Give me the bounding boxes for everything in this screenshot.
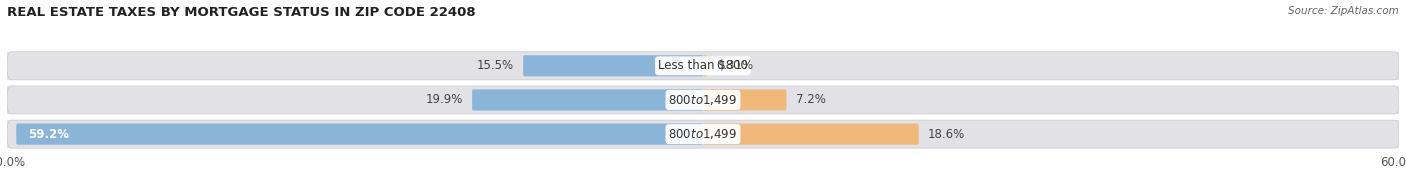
Text: REAL ESTATE TAXES BY MORTGAGE STATUS IN ZIP CODE 22408: REAL ESTATE TAXES BY MORTGAGE STATUS IN …: [7, 6, 475, 19]
Text: 7.2%: 7.2%: [796, 93, 825, 106]
FancyBboxPatch shape: [7, 120, 1399, 148]
FancyBboxPatch shape: [472, 89, 703, 111]
Text: 0.31%: 0.31%: [716, 59, 754, 72]
FancyBboxPatch shape: [703, 55, 707, 76]
FancyBboxPatch shape: [703, 123, 918, 145]
Text: Less than $800: Less than $800: [658, 59, 748, 72]
Text: $800 to $1,499: $800 to $1,499: [668, 93, 738, 107]
FancyBboxPatch shape: [7, 52, 1399, 80]
Text: Source: ZipAtlas.com: Source: ZipAtlas.com: [1288, 6, 1399, 16]
Bar: [7, 52, 1399, 80]
Bar: [7, 86, 1399, 114]
FancyBboxPatch shape: [7, 86, 1399, 114]
Text: $800 to $1,499: $800 to $1,499: [668, 127, 738, 141]
FancyBboxPatch shape: [703, 89, 786, 111]
FancyBboxPatch shape: [17, 123, 703, 145]
Bar: [7, 120, 1399, 148]
Text: 18.6%: 18.6%: [928, 128, 966, 141]
FancyBboxPatch shape: [523, 55, 703, 76]
Text: 19.9%: 19.9%: [426, 93, 463, 106]
Text: 59.2%: 59.2%: [28, 128, 69, 141]
Text: 15.5%: 15.5%: [477, 59, 515, 72]
